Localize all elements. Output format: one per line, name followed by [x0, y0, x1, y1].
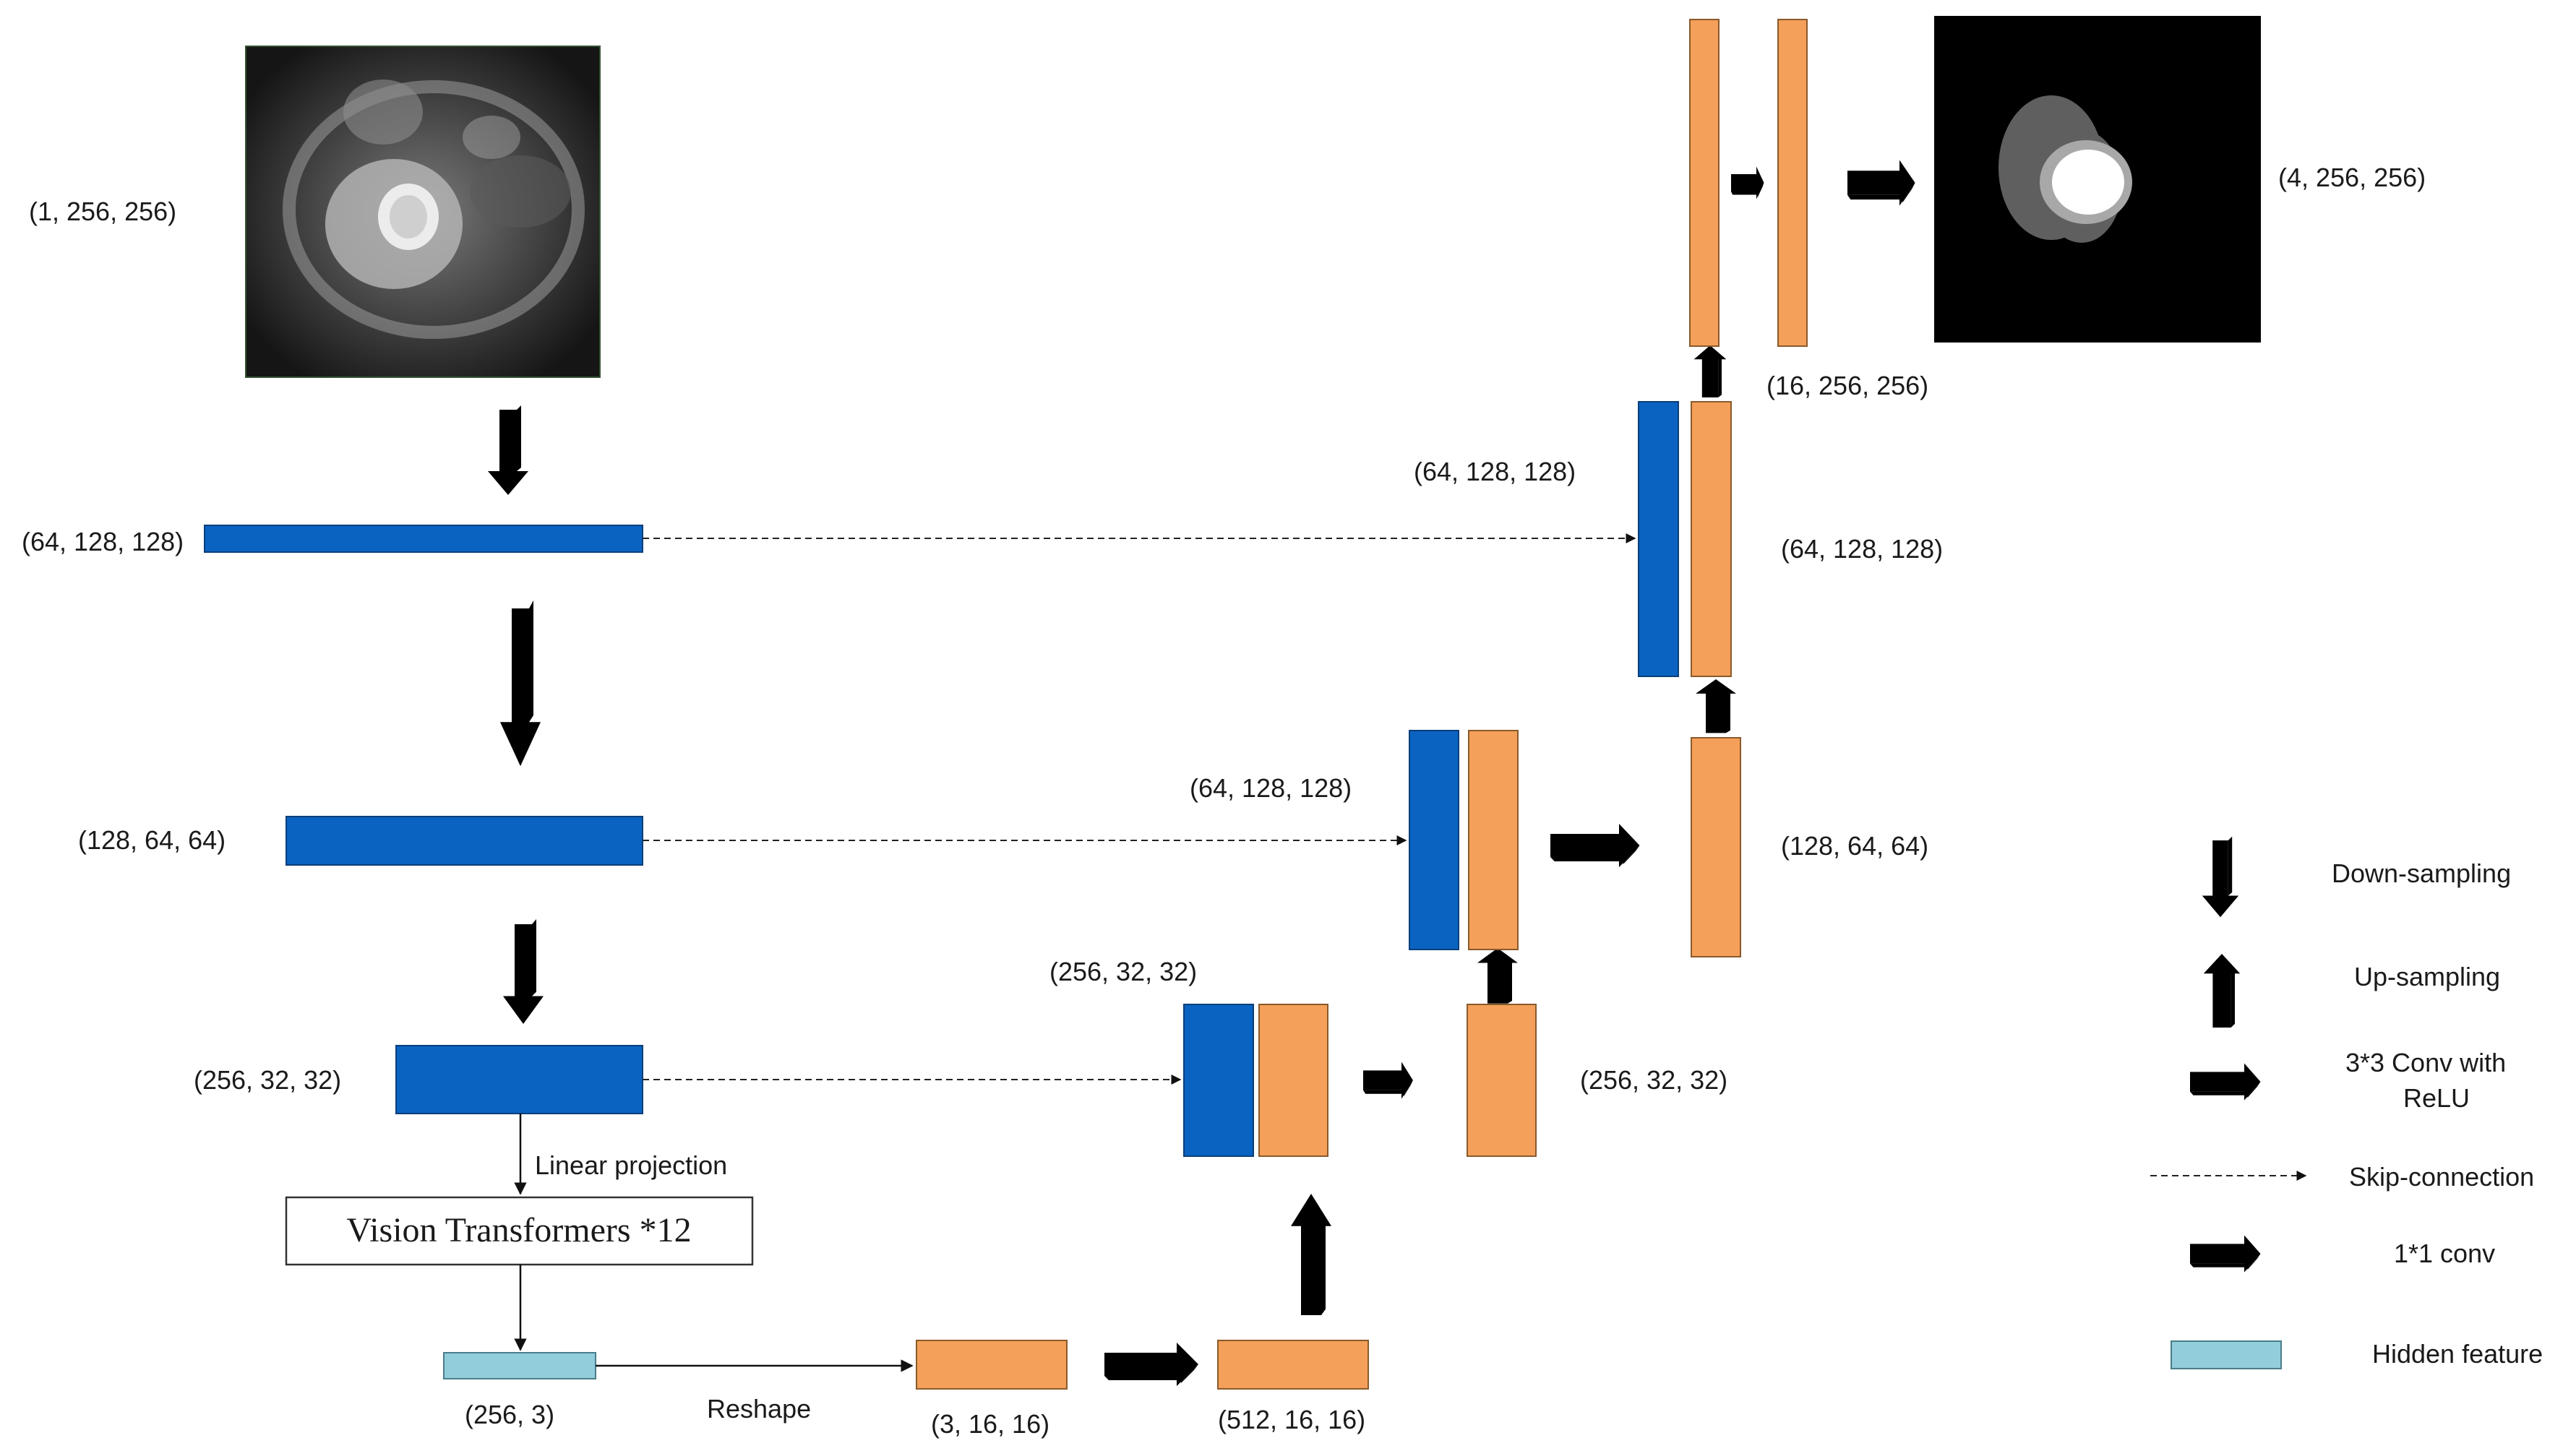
- linear-projection-label: Linear projection: [535, 1150, 727, 1180]
- down-sampling-arrow: [500, 600, 541, 767]
- encoder-block-3: [395, 1045, 643, 1114]
- hidden-shape-label: (256, 3): [465, 1400, 554, 1429]
- encoder-block-1: [204, 525, 643, 553]
- conv-relu-arrow: [1550, 824, 1640, 867]
- decoder-block-256: [1467, 1004, 1537, 1157]
- decoder-128-shape-label: (128, 64, 64): [1781, 831, 1928, 861]
- down-sampling-arrow: [488, 405, 528, 495]
- encoder-2-shape-label: (128, 64, 64): [78, 825, 226, 855]
- conv-relu-arrow: [1104, 1343, 1198, 1386]
- one-by-one-conv-arrow: [1847, 160, 1915, 206]
- decoder-block-128: [1691, 737, 1741, 957]
- skip-feature-128: [1409, 730, 1459, 950]
- hidden-feature-block: [443, 1352, 596, 1379]
- output-shape-label: (4, 256, 256): [2278, 163, 2426, 192]
- decoder-block-512: [1217, 1340, 1369, 1390]
- concat-256-shape-label: (256, 32, 32): [1049, 957, 1197, 986]
- decoder-block-16a: [1689, 19, 1720, 347]
- vit-block-label: Vision Transformers *12: [346, 1211, 691, 1249]
- input-mri-image: [245, 46, 601, 378]
- input-shape-label: (1, 256, 256): [29, 197, 176, 226]
- skip-feature-256: [1183, 1004, 1254, 1157]
- legend-hidden-feature-icon: [2171, 1340, 2282, 1369]
- legend-one-by-one-conv-label: 1*1 conv: [2394, 1239, 2495, 1268]
- conv-512-shape-label: (512, 16, 16): [1218, 1405, 1365, 1434]
- encoder-block-2: [285, 816, 643, 866]
- legend-conv-relu-icon: [2190, 1063, 2261, 1101]
- legend-up-sampling-icon: [2203, 954, 2241, 1028]
- legend-down-sampling-label: Down-sampling: [2332, 858, 2511, 888]
- up-sampling-arrow: [1693, 345, 1727, 397]
- reshaped-feature-block: [916, 1340, 1068, 1390]
- output-segmentation-mask: [1934, 16, 2261, 343]
- up-sampling-arrow: [1477, 948, 1518, 1004]
- up-sampling-arrow: [1291, 1194, 1331, 1315]
- upsampled-feature-128: [1468, 730, 1519, 950]
- decoder-16-shape-label: (16, 256, 256): [1766, 371, 1928, 400]
- legend: Down-sampling Up-sampling 3*3 Conv with …: [2150, 836, 2543, 1369]
- concat-64-shape-label: (64, 128, 128): [1414, 457, 1576, 486]
- upsampled-feature-64: [1691, 401, 1732, 677]
- legend-conv-relu-label-line2: ReLU: [2403, 1083, 2470, 1113]
- decoder-256-shape-label: (256, 32, 32): [1580, 1065, 1727, 1095]
- down-sampling-arrow: [503, 918, 544, 1025]
- concat-128-shape-label: (64, 128, 128): [1190, 773, 1352, 803]
- legend-conv-relu-label-line1: 3*3 Conv with: [2345, 1048, 2506, 1077]
- up-sampling-arrow: [1696, 679, 1736, 733]
- legend-one-by-one-conv-icon: [2190, 1235, 2261, 1273]
- decoder-block-16b: [1777, 19, 1808, 347]
- skip-feature-64: [1638, 401, 1679, 677]
- encoder-3-shape-label: (256, 32, 32): [194, 1065, 341, 1095]
- reshaped-shape-label: (3, 16, 16): [931, 1409, 1049, 1439]
- conv-relu-arrow: [1363, 1062, 1413, 1099]
- legend-skip-connection-label: Skip-connection: [2349, 1162, 2534, 1192]
- decoder-64-shape-label: (64, 128, 128): [1781, 534, 1943, 564]
- legend-hidden-feature-label: Hidden feature: [2372, 1339, 2543, 1369]
- vit-block: [285, 1196, 754, 1266]
- encoder-1-shape-label: (64, 128, 128): [22, 527, 184, 556]
- conv-relu-arrow: [1731, 166, 1764, 199]
- legend-up-sampling-label: Up-sampling: [2354, 962, 2500, 991]
- reshape-label: Reshape: [707, 1394, 811, 1424]
- upsampled-feature-256: [1258, 1004, 1328, 1157]
- legend-down-sampling-icon: [2202, 836, 2239, 918]
